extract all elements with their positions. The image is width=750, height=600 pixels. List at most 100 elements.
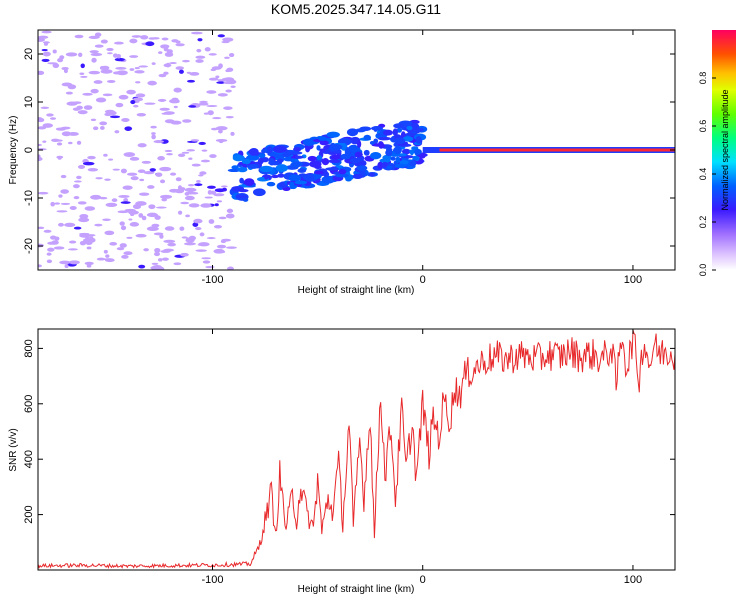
noise-blob [151, 37, 160, 40]
noise-blob [95, 97, 107, 103]
noise-blob [87, 168, 99, 172]
noise-blob [103, 153, 108, 157]
noise-blob [129, 55, 139, 58]
scatter-blob [289, 181, 295, 190]
scatter-blob [259, 165, 273, 173]
noise-blob [218, 129, 223, 134]
noise-blob [43, 229, 52, 233]
noise-blob [161, 37, 169, 41]
noise-blob [129, 156, 140, 161]
noise-blob [196, 48, 202, 53]
noise-blob [199, 171, 207, 175]
noise-blob [141, 160, 151, 164]
noise-blob [38, 243, 45, 248]
scatter-blob [355, 128, 366, 133]
noise-blob [187, 184, 195, 187]
noise-blob [116, 70, 128, 76]
colorbar-tick-label: 0.8 [698, 72, 708, 85]
scatter-blob [349, 157, 361, 164]
noise-blob [68, 260, 80, 265]
noise-blob [216, 200, 223, 203]
noise-blob [212, 117, 222, 120]
noise-blob [161, 112, 171, 115]
noise-blob [215, 138, 228, 143]
noise-blob [163, 71, 169, 75]
scatter-blob [232, 154, 245, 162]
noise-blob [200, 203, 212, 208]
noise-blob [113, 41, 124, 45]
noise-blob [225, 213, 235, 219]
noise-blob [134, 66, 140, 70]
noise-blob [179, 226, 185, 231]
noise-blob [170, 120, 182, 125]
noise-blob [65, 91, 73, 95]
scatter-blob [305, 145, 311, 153]
scatter-blob [257, 157, 264, 165]
noise-blob [77, 110, 88, 115]
noise-blob [148, 204, 156, 210]
noise-blob [118, 94, 129, 100]
noise-blob [221, 187, 227, 192]
scatter-blob [396, 127, 403, 133]
scatter-blob [390, 156, 396, 161]
scatter-blob [363, 149, 370, 156]
noise-blob [132, 204, 142, 210]
scatter-blob [370, 152, 382, 160]
noise-blob [123, 251, 133, 256]
scatter-blob [297, 168, 307, 173]
noise-blob [147, 185, 155, 189]
noise-blob [126, 236, 133, 239]
colorbar-label: Normalized spectral amplitude [720, 89, 730, 210]
noise-blob [68, 141, 73, 145]
noise-blob [177, 153, 186, 157]
noise-blob [175, 66, 184, 70]
scatter-blob [392, 128, 398, 137]
noise-blob [190, 139, 200, 142]
noise-blob [227, 266, 234, 270]
scatter-blob [247, 163, 260, 169]
scatter-blob [344, 147, 351, 156]
noise-blob [226, 67, 234, 72]
noise-blob [94, 32, 102, 37]
noise-blob [99, 196, 108, 200]
noise-blob [154, 251, 161, 257]
y-tick-label: 800 [23, 339, 35, 357]
noise-blob [124, 126, 133, 131]
noise-blob [199, 100, 208, 104]
noise-blob [89, 50, 99, 54]
noise-blob [208, 77, 219, 81]
noise-blob [153, 232, 164, 236]
noise-blob [121, 118, 130, 123]
noise-blob [46, 259, 53, 264]
scatter-blob [290, 162, 303, 168]
noise-blob [56, 210, 68, 213]
scatter-blob [302, 138, 316, 147]
noise-blob [54, 202, 61, 205]
noise-blob [224, 56, 230, 59]
scatter-blob [395, 156, 401, 163]
scatter-blob [352, 173, 363, 179]
scatter-blob [241, 158, 251, 165]
scatter-blob [377, 161, 384, 170]
noise-blob [46, 113, 54, 117]
noise-blob [52, 63, 60, 69]
noise-blob [120, 225, 127, 231]
noise-blob [175, 177, 182, 182]
noise-blob [188, 105, 197, 108]
noise-blob [107, 110, 117, 116]
scatter-blob [316, 145, 321, 151]
noise-blob [186, 71, 192, 74]
noise-blob [175, 40, 181, 44]
noise-blob [187, 191, 195, 195]
colorbar-tick-label: 0.4 [698, 168, 708, 181]
noise-blob [67, 248, 78, 251]
noise-blob [180, 201, 190, 205]
noise-blob [60, 189, 69, 194]
noise-blob [184, 242, 196, 246]
noise-blob [86, 246, 92, 250]
noise-blob [105, 254, 110, 258]
noise-blob [60, 174, 67, 179]
noise-blob [135, 93, 146, 98]
noise-blob [154, 247, 161, 253]
